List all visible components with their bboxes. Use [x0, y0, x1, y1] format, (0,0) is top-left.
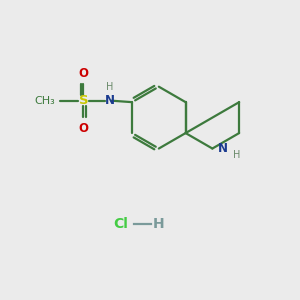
Text: S: S — [79, 94, 88, 107]
Text: Cl: Cl — [113, 217, 128, 231]
Text: N: N — [105, 94, 115, 107]
Text: N: N — [218, 142, 228, 155]
Text: O: O — [79, 67, 88, 80]
Text: O: O — [79, 122, 88, 135]
Text: H: H — [233, 150, 240, 160]
Text: H: H — [106, 82, 113, 92]
Text: CH₃: CH₃ — [35, 96, 56, 106]
Text: H: H — [153, 217, 165, 231]
